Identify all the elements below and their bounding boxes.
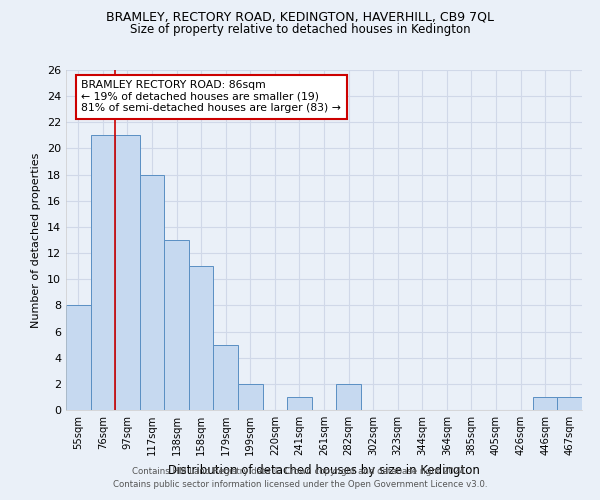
X-axis label: Distribution of detached houses by size in Kedington: Distribution of detached houses by size …: [168, 464, 480, 476]
Text: Contains public sector information licensed under the Open Government Licence v3: Contains public sector information licen…: [113, 480, 487, 489]
Text: Size of property relative to detached houses in Kedington: Size of property relative to detached ho…: [130, 22, 470, 36]
Bar: [238, 384, 263, 410]
Bar: [164, 240, 189, 410]
Bar: [115, 136, 140, 410]
Text: BRAMLEY, RECTORY ROAD, KEDINGTON, HAVERHILL, CB9 7QL: BRAMLEY, RECTORY ROAD, KEDINGTON, HAVERH…: [106, 11, 494, 24]
Bar: [214, 344, 238, 410]
Text: Contains HM Land Registry data © Crown copyright and database right 2024.: Contains HM Land Registry data © Crown c…: [132, 467, 468, 476]
Bar: [336, 384, 361, 410]
Bar: [66, 306, 91, 410]
Y-axis label: Number of detached properties: Number of detached properties: [31, 152, 41, 328]
Bar: [140, 174, 164, 410]
Bar: [557, 397, 582, 410]
Bar: [533, 397, 557, 410]
Bar: [287, 397, 312, 410]
Bar: [91, 136, 115, 410]
Bar: [189, 266, 214, 410]
Text: BRAMLEY RECTORY ROAD: 86sqm
← 19% of detached houses are smaller (19)
81% of sem: BRAMLEY RECTORY ROAD: 86sqm ← 19% of det…: [82, 80, 341, 114]
